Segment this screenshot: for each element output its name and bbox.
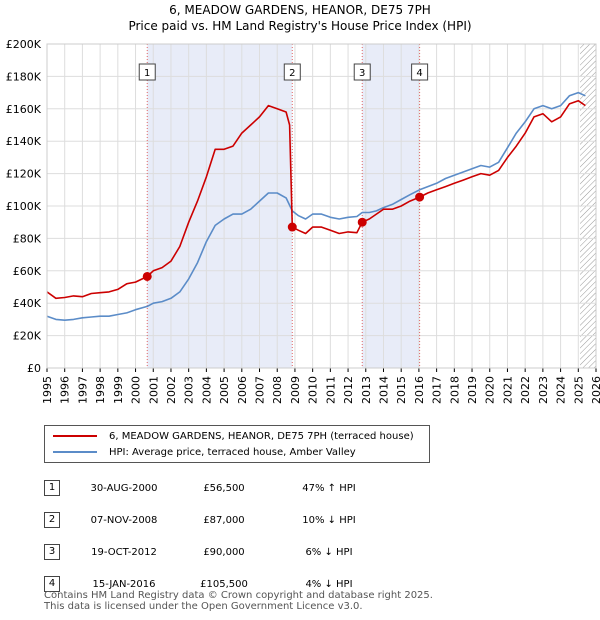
y-tick-label: £160K [6,103,42,116]
sale-point [415,192,425,202]
x-tick-label: 2009 [289,376,302,404]
x-tick-label: 2005 [218,376,231,404]
hpi-line [46,91,586,321]
sale-point [357,217,367,227]
sale-price: £87,000 [203,514,245,526]
sale-number-badge: 1 [44,480,60,496]
x-tick-label: 2018 [448,376,461,404]
x-tick-label: 2000 [130,376,143,404]
sale-date: 07-NOV-2008 [90,514,158,526]
x-tick-label: 2013 [360,376,373,404]
x-tick-label: 2017 [431,376,444,404]
sale-marker-label: 4 [416,68,422,79]
table-row: 3 19-OCT-2012 £90,000 6% ↓ HPI [44,536,384,568]
sale-number-badge: 3 [44,544,60,560]
sale-date: 30-AUG-2000 [90,482,158,494]
x-tick-label: 2002 [165,376,178,404]
sale-hpi-diff: 4% ↓ HPI [305,578,353,590]
x-tick-label: 2024 [555,376,568,404]
sale-marker-label: 1 [144,68,150,79]
x-tick-label: 2003 [183,376,196,404]
x-tick-label: 2020 [484,376,497,404]
legend-swatch-hpi [53,451,97,453]
x-tick-label: 2026 [590,376,600,404]
sale-marker-box [283,63,301,81]
sale-marker-box [138,63,156,81]
x-tick-label: 2016 [413,376,426,404]
x-tick-label: 2019 [466,376,479,404]
footer: Contains HM Land Registry data © Crown c… [44,590,433,612]
x-tick-label: 2004 [200,376,213,404]
chart-subtitle: Price paid vs. HM Land Registry's House … [128,19,472,33]
y-tick-label: £140K [6,135,42,148]
sale-point [142,271,152,281]
sale-date: 15-JAN-2016 [92,578,156,590]
sale-hpi-diff: 10% ↓ HPI [302,514,356,526]
price-chart: 1 2 3 4 £0 £20K £40K £60K £80K £100K £120K £140K £1… [6,38,600,404]
x-tick-label: 2006 [236,376,249,404]
y-tick-label: £0 [27,362,41,375]
legend-item-hpi: HPI: Average price, terraced house, Ambe… [53,445,356,459]
legend: 6, MEADOW GARDENS, HEANOR, DE75 7PH (ter… [44,425,430,463]
x-tick-label: 2022 [519,376,532,404]
x-tick-label: 2014 [377,376,390,404]
y-tick-label: £180K [6,70,42,83]
sale-number-badge: 4 [44,576,60,592]
sale-date: 19-OCT-2012 [91,546,157,558]
sale-marker-box [353,63,371,81]
sales-table: 1 30-AUG-2000 £56,500 47% ↑ HPI 2 07-NOV… [44,472,384,600]
x-tick-label: 2023 [537,376,550,404]
x-tick-label: 1997 [76,376,89,404]
y-tick-label: £200K [6,38,42,51]
y-tick-label: £80K [13,232,42,245]
x-tick-label: 2015 [395,376,408,404]
x-tick-label: 2007 [254,376,267,404]
x-tick-label: 2001 [147,376,160,404]
legend-label-property: 6, MEADOW GARDENS, HEANOR, DE75 7PH (ter… [109,430,414,442]
sale-price: £90,000 [203,546,245,558]
x-tick-label: 2025 [572,376,585,404]
x-tick-label: 2011 [324,376,337,404]
y-tick-label: £20K [13,330,42,343]
y-tick-label: £60K [13,265,42,278]
y-tick-label: £100K [6,200,42,213]
x-tick-label: 1999 [112,376,125,404]
x-tick-label: 1995 [41,376,54,404]
legend-swatch-property [53,435,97,437]
sale-hpi-diff: 47% ↑ HPI [302,482,356,494]
x-tick-label: 2012 [342,376,355,404]
y-tick-label: £120K [6,168,42,181]
legend-item-property: 6, MEADOW GARDENS, HEANOR, DE75 7PH (ter… [53,429,414,443]
sale-marker-label: 3 [359,68,365,79]
footer-licence: This data is licensed under the Open Gov… [44,601,363,612]
x-tick-label: 1998 [94,376,107,404]
sale-point [287,222,297,232]
sale-marker-label: 2 [289,68,295,79]
sale-marker-box [411,63,429,81]
sale-hpi-diff: 6% ↓ HPI [305,546,353,558]
chart-title: 6, MEADOW GARDENS, HEANOR, DE75 7PH [169,3,431,17]
table-row: 1 30-AUG-2000 £56,500 47% ↑ HPI [44,472,384,504]
sale-number-badge: 2 [44,512,60,528]
x-tick-label: 2010 [307,376,320,404]
legend-label-hpi: HPI: Average price, terraced house, Ambe… [109,446,356,458]
table-row: 2 07-NOV-2008 £87,000 10% ↓ HPI [44,504,384,536]
sale-price: £56,500 [203,482,245,494]
x-tick-label: 1996 [59,376,72,404]
x-tick-label: 2021 [501,376,514,404]
plot-frame [46,43,597,369]
y-tick-label: £40K [13,297,42,310]
sale-price: £105,500 [200,578,248,590]
x-tick-label: 2008 [271,376,284,404]
footer-copyright: Contains HM Land Registry data © Crown c… [44,590,433,601]
table-row: 4 15-JAN-2016 £105,500 4% ↓ HPI [44,568,384,600]
